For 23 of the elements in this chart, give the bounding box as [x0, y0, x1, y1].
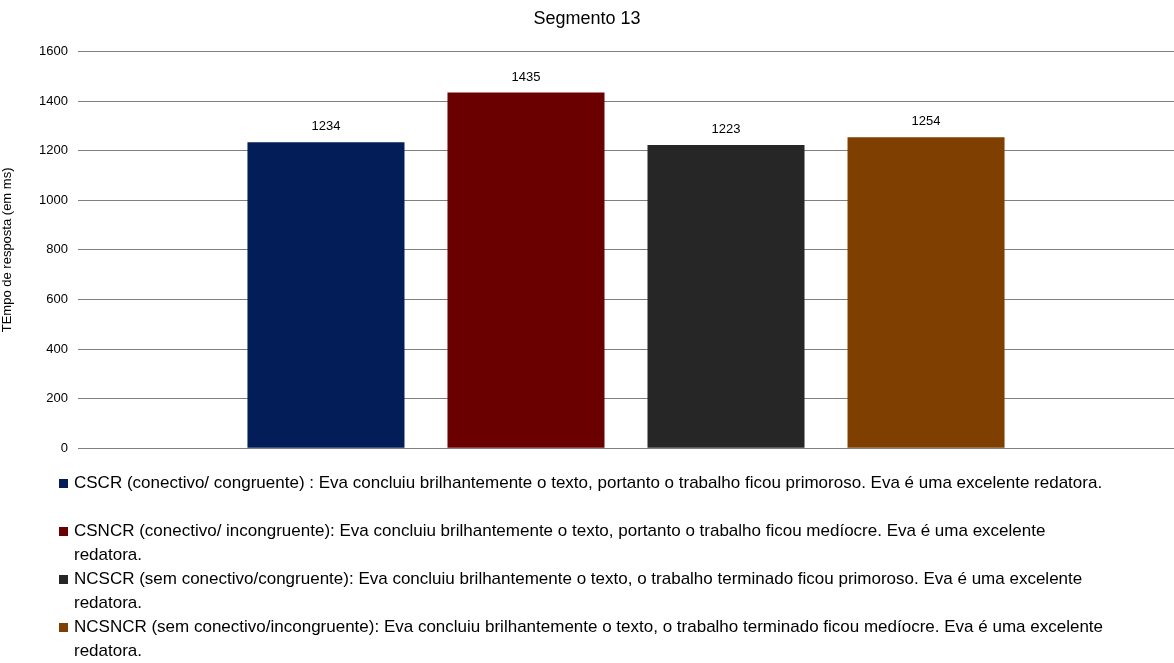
- y-tick-label: 800: [46, 241, 68, 257]
- legend-label: NCSCR (sem conectivo/congruente): Eva concluiu brilhantemente o texto, o trabalho terminado ficou primoroso. Eva é uma excelente redatora.: [74, 568, 1084, 614]
- data-label: 1435: [511, 68, 541, 84]
- y-axis-title: TEmpo de resposta (em ms): [0, 167, 15, 333]
- data-label: 1234: [311, 118, 341, 134]
- bar: [247, 142, 405, 448]
- data-label: 1254: [911, 113, 941, 129]
- legend-label: CSNCR (conectivo/ incongruente): Eva concluiu brilhantemente o texto, portanto o trabalho ficou medíocre. Eva é uma excelente redatora.: [74, 520, 1047, 566]
- y-tick-label: 200: [46, 390, 68, 406]
- y-tick-label: 1200: [39, 142, 68, 158]
- bar: [847, 137, 1005, 448]
- y-tick-label: 1600: [39, 43, 68, 59]
- bar: [447, 92, 605, 448]
- y-tick-label: 0: [60, 439, 68, 455]
- y-tick-label: 400: [46, 340, 68, 356]
- legend-label: CSCR (conectivo/ congruente) : Eva concluiu brilhantemente o texto, portanto o trabalho ficou primoroso. Eva é uma excelente redatora.: [74, 472, 1103, 494]
- y-tick-label: 1000: [39, 191, 68, 207]
- y-tick-label: 600: [46, 291, 68, 307]
- y-tick-label: 1400: [39, 92, 68, 108]
- chart-title: Segmento 13: [533, 7, 641, 28]
- bar: [647, 145, 805, 448]
- data-label: 1223: [711, 121, 741, 137]
- legend-label: NCSNCR (sem conectivo/incongruente): Eva concluiu brilhantemente o texto, o trabalho terminado ficou medíocre. Eva é uma excelente redatora.: [74, 616, 1105, 662]
